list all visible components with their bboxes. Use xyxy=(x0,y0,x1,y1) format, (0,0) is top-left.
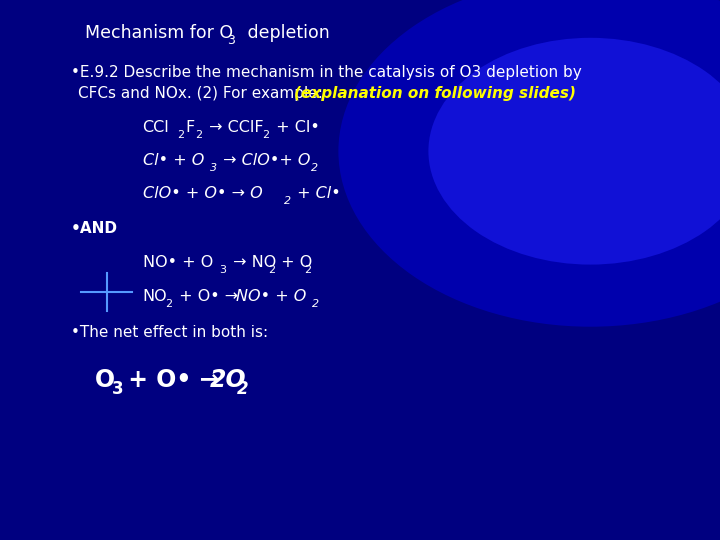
Text: depletion: depletion xyxy=(242,24,330,42)
Text: + O: + O xyxy=(276,255,312,271)
Text: •The net effect in both is:: •The net effect in both is: xyxy=(71,325,268,340)
Text: 2: 2 xyxy=(284,196,291,206)
Text: Mechanism for O: Mechanism for O xyxy=(85,24,233,42)
Text: 3: 3 xyxy=(220,265,227,275)
Text: → CClF: → CClF xyxy=(204,120,264,135)
Text: 3: 3 xyxy=(210,163,217,173)
Text: 2: 2 xyxy=(166,299,173,309)
Text: 2O: 2O xyxy=(210,368,247,392)
Text: 2: 2 xyxy=(311,163,318,173)
Ellipse shape xyxy=(338,0,720,327)
Text: CCl: CCl xyxy=(143,120,169,135)
Text: 2: 2 xyxy=(312,299,319,309)
Text: F: F xyxy=(186,120,195,135)
Text: ClO• + O• → O: ClO• + O• → O xyxy=(143,186,262,201)
Text: 2: 2 xyxy=(269,265,276,275)
Text: CFCs and NOx. (2) For example:: CFCs and NOx. (2) For example: xyxy=(78,86,328,102)
Text: + Cl•: + Cl• xyxy=(271,120,320,135)
Text: + O• →: + O• → xyxy=(120,368,228,392)
Text: NO• + O: NO• + O xyxy=(236,289,307,305)
Text: 2: 2 xyxy=(177,130,184,140)
Text: 3: 3 xyxy=(112,380,124,398)
Text: 3: 3 xyxy=(228,34,235,47)
Text: 2: 2 xyxy=(262,130,269,140)
Text: (explanation on following slides): (explanation on following slides) xyxy=(294,86,576,102)
Ellipse shape xyxy=(428,38,720,265)
Text: NO• + O: NO• + O xyxy=(143,255,213,271)
Text: O: O xyxy=(95,368,115,392)
Text: → NO: → NO xyxy=(228,255,276,271)
Text: •AND: •AND xyxy=(71,221,117,237)
Text: Cl• + O: Cl• + O xyxy=(143,153,204,168)
Text: + O• →: + O• → xyxy=(174,289,243,305)
Text: NO: NO xyxy=(143,289,167,305)
Text: •E.9.2 Describe the mechanism in the catalysis of O3 depletion by: •E.9.2 Describe the mechanism in the cat… xyxy=(71,65,581,80)
Text: → ClO•+ O: → ClO•+ O xyxy=(218,153,310,168)
Text: 2: 2 xyxy=(304,265,311,275)
Text: + Cl•: + Cl• xyxy=(292,186,341,201)
Text: 2: 2 xyxy=(195,130,202,140)
Text: 2: 2 xyxy=(237,380,248,398)
